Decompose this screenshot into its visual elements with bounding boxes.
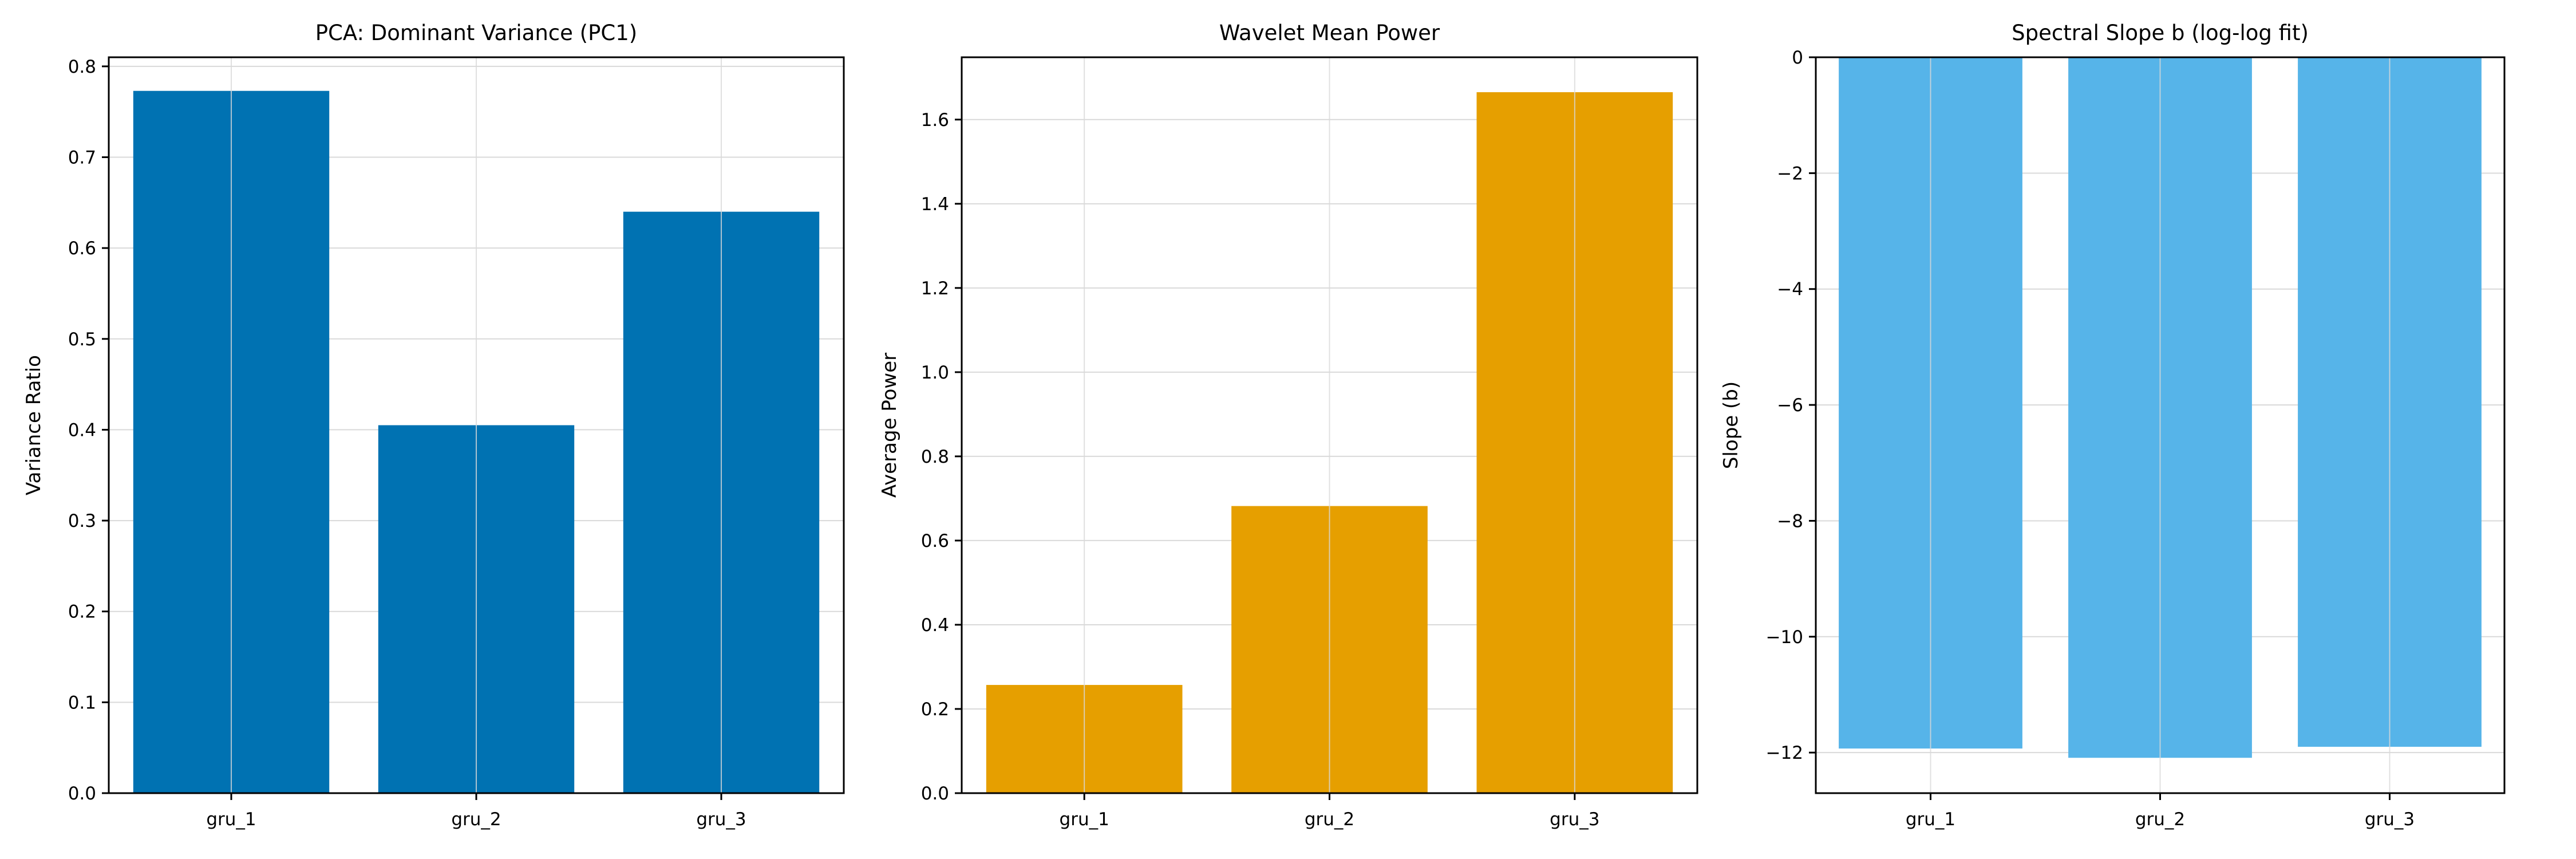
y-tick-label: −12 bbox=[1766, 743, 1803, 763]
x-tick-label-gru_3: gru_3 bbox=[2365, 809, 2415, 830]
y-axis-label: Slope (b) bbox=[1720, 381, 1743, 469]
chart-panel-2: 0.0 0.2 0.4 0.6 0.8 1.0 1.2 1.4 1.6 gru_1 gru_2 gru… bbox=[878, 21, 1698, 830]
y-tick-label: 0.2 bbox=[921, 699, 949, 720]
y-tick-label: 0.4 bbox=[921, 615, 949, 636]
y-axis-label: Variance Ratio bbox=[22, 355, 45, 495]
y-tick-label: −2 bbox=[1777, 163, 1803, 184]
x-tick-label-gru_2: gru_2 bbox=[1305, 809, 1354, 830]
y-tick-label: 0.8 bbox=[68, 57, 96, 77]
x-tick-label-gru_1: gru_1 bbox=[1060, 809, 1109, 830]
chart-title: Spectral Slope b (log-log fit) bbox=[2012, 21, 2309, 45]
y-tick-label: −10 bbox=[1766, 627, 1803, 648]
y-tick-label: 0.4 bbox=[68, 420, 96, 440]
y-tick-label: 0.6 bbox=[68, 238, 96, 259]
chart-panel-1: 0.0 0.1 0.2 0.3 0.4 0.5 0.6 0.7 0.8 gru_1 gru_2 gru… bbox=[22, 21, 845, 830]
y-tick-label: −4 bbox=[1777, 279, 1803, 300]
x-tick-label-gru_1: gru_1 bbox=[206, 809, 256, 830]
x-tick-label-gru_1: gru_1 bbox=[1906, 809, 1955, 830]
y-tick-label: 0.0 bbox=[68, 783, 96, 804]
y-axis-label: Average Power bbox=[878, 353, 901, 498]
y-tick-label: 0.5 bbox=[68, 329, 96, 350]
y-tick-label: 0.0 bbox=[921, 783, 949, 804]
y-tick-label: 1.4 bbox=[921, 194, 949, 215]
y-tick-label: 0.1 bbox=[68, 692, 96, 713]
y-tick-label: −6 bbox=[1777, 395, 1803, 416]
x-tick-label-gru_2: gru_2 bbox=[2135, 809, 2185, 830]
y-tick-label: 0.3 bbox=[68, 511, 96, 531]
y-tick-label: 0 bbox=[1792, 48, 1803, 68]
y-tick-label: 0.7 bbox=[68, 148, 96, 168]
y-tick-label: 1.0 bbox=[921, 362, 949, 383]
y-tick-label: 0.8 bbox=[921, 447, 949, 467]
x-tick-label-gru_3: gru_3 bbox=[1550, 809, 1599, 830]
x-tick-label-gru_3: gru_3 bbox=[696, 809, 746, 830]
chart-title: Wavelet Mean Power bbox=[1219, 21, 1440, 45]
y-tick-label: 1.6 bbox=[921, 110, 949, 131]
chart-title: PCA: Dominant Variance (PC1) bbox=[315, 21, 637, 45]
chart-panel-3: 0 −2 −4 −6 −8 −10 −12 gru_1 gru_2 gru_3 Spectral S… bbox=[1720, 21, 2506, 830]
y-tick-label: 0.6 bbox=[921, 531, 949, 551]
y-tick-label: −8 bbox=[1777, 511, 1803, 531]
y-tick-label: 0.2 bbox=[68, 602, 96, 622]
x-tick-label-gru_2: gru_2 bbox=[451, 809, 501, 830]
y-tick-label: 1.2 bbox=[921, 278, 949, 299]
